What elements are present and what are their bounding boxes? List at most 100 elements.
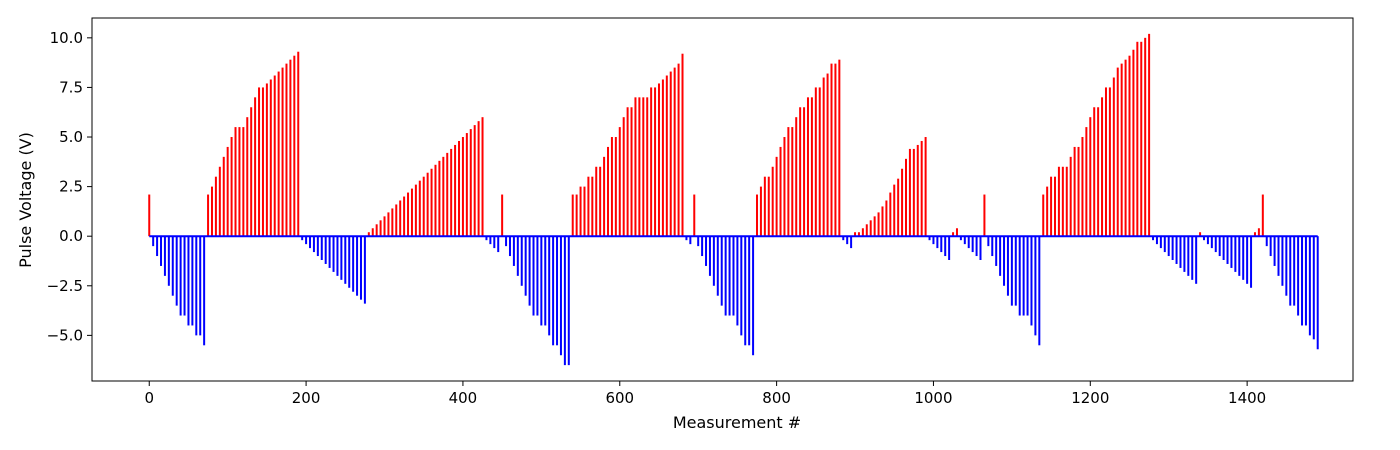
bar-positive: [1085, 127, 1088, 237]
bar-positive: [454, 144, 457, 237]
bar-positive: [591, 176, 594, 237]
bar-negative: [505, 236, 508, 247]
bar-negative: [724, 236, 727, 316]
bar-negative: [363, 236, 366, 304]
bar-positive: [583, 186, 586, 237]
bar-positive: [1042, 194, 1045, 237]
bar-negative: [744, 236, 747, 346]
bar-positive: [1057, 166, 1060, 237]
bar-negative: [1238, 236, 1241, 276]
bar-negative: [1277, 236, 1280, 276]
y-tick-label: 10.0: [50, 29, 83, 47]
bar-positive: [434, 164, 437, 237]
y-axis-ticks: −5.0 −2.5 0.0 2.5 5.0 7.5 10.0: [47, 29, 92, 344]
bar-negative: [348, 236, 351, 288]
bar-positive: [865, 224, 868, 237]
bar-negative: [1038, 236, 1041, 346]
bar-negative: [999, 236, 1002, 276]
bar-positive: [607, 146, 610, 237]
bar-positive: [1093, 107, 1096, 237]
bar-positive: [1061, 166, 1064, 237]
bar-negative: [1297, 236, 1300, 316]
bar-negative: [971, 236, 974, 253]
bar-positive: [210, 186, 213, 237]
bar-positive: [693, 194, 696, 237]
bar-positive: [983, 194, 986, 237]
bar-positive: [1112, 77, 1115, 237]
bar-positive: [614, 137, 617, 237]
bar-positive: [1136, 41, 1139, 237]
bar-negative: [1246, 236, 1249, 284]
bar-negative: [991, 236, 994, 257]
bar-positive: [854, 232, 857, 237]
bar-negative: [556, 236, 559, 346]
bar-negative: [932, 236, 935, 245]
bar-positive: [246, 117, 249, 237]
bar-positive: [1069, 156, 1072, 237]
bar-positive: [1144, 37, 1147, 237]
bar-negative: [485, 236, 488, 241]
bar-negative: [1195, 236, 1198, 284]
bar-positive: [1124, 59, 1127, 237]
bar-negative: [1022, 236, 1025, 316]
y-tick-label: 0.0: [59, 227, 83, 245]
x-tick-label: 200: [292, 389, 321, 407]
bar-negative: [716, 236, 719, 296]
bar-negative: [540, 236, 543, 326]
bar-positive: [1081, 137, 1084, 237]
bar-positive: [795, 117, 798, 237]
bar-positive: [481, 117, 484, 237]
bar-positive: [908, 148, 911, 237]
bar-negative: [1293, 236, 1296, 306]
bar-negative: [524, 236, 527, 296]
bar-negative: [995, 236, 998, 266]
bar-negative: [567, 236, 570, 366]
x-axis-label: Measurement #: [673, 413, 801, 432]
bar-positive: [916, 144, 919, 237]
bar-negative: [332, 236, 335, 272]
bar-positive: [465, 133, 468, 237]
bar-positive: [1050, 176, 1053, 237]
bar-positive: [414, 184, 417, 237]
bar-positive: [1108, 87, 1111, 237]
bar-positive: [787, 127, 790, 237]
bar-positive: [955, 228, 958, 237]
bar-negative: [1203, 236, 1205, 241]
bar-positive: [297, 51, 300, 237]
bar-positive: [1120, 63, 1123, 237]
bar-negative: [1155, 236, 1158, 245]
bar-positive: [281, 67, 284, 237]
bar-positive: [422, 176, 425, 237]
bar-positive: [677, 63, 680, 237]
bar-positive: [814, 87, 817, 237]
bar-positive: [642, 97, 645, 237]
bar-positive: [646, 97, 649, 237]
bar-positive: [673, 67, 676, 237]
bar-positive: [571, 194, 574, 237]
bar-negative: [1304, 236, 1307, 326]
bar-positive: [367, 232, 370, 237]
bar-negative: [1206, 236, 1209, 245]
bar-positive: [857, 232, 860, 237]
bar-negative: [689, 236, 692, 245]
bar-positive: [881, 206, 884, 237]
bar-positive: [371, 228, 374, 237]
bar-negative: [708, 236, 711, 276]
bar-negative: [1281, 236, 1284, 286]
bar-positive: [783, 137, 786, 237]
bar-negative: [1214, 236, 1217, 253]
bar-positive: [603, 156, 606, 237]
bar-negative: [356, 236, 359, 296]
bar-negative: [548, 236, 551, 336]
bar-positive: [265, 83, 268, 237]
bar-negative: [1234, 236, 1237, 272]
bar-negative: [948, 236, 951, 260]
bar-positive: [254, 97, 257, 237]
bar-negative: [352, 236, 355, 292]
bar-negative: [532, 236, 535, 316]
bar-negative: [203, 236, 206, 346]
bar-negative: [497, 236, 500, 253]
bar-negative: [156, 236, 159, 257]
bar-negative: [328, 236, 331, 268]
bar-positive: [767, 176, 770, 237]
